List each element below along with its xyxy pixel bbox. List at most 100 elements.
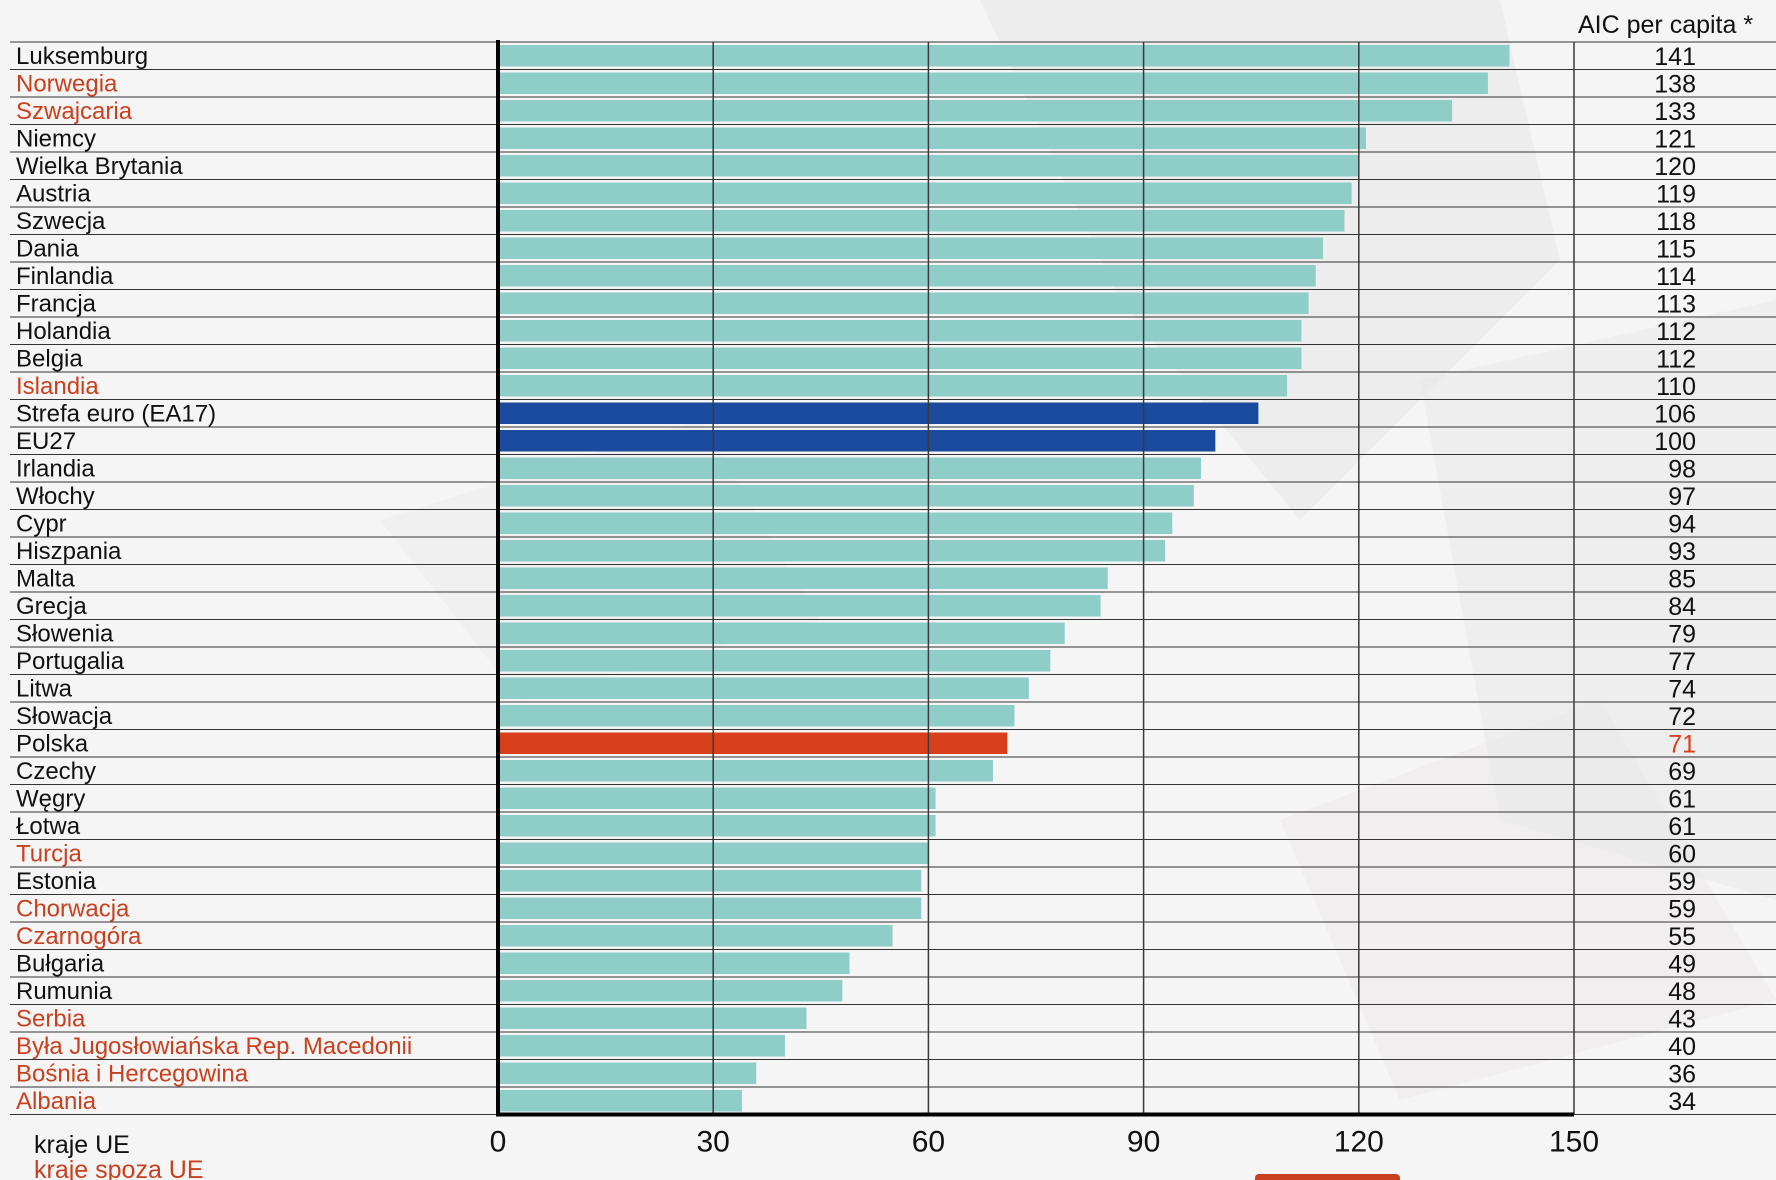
value-label: 141 (1654, 43, 1696, 71)
category-label: Strefa euro (EA17) (16, 401, 216, 428)
value-label: 85 (1668, 566, 1696, 594)
category-label: Bułgaria (16, 951, 105, 978)
category-label: Słowenia (16, 621, 114, 648)
category-label: Rumunia (16, 978, 113, 1005)
category-label: Niemcy (16, 126, 96, 153)
category-label: Norwegia (16, 71, 118, 98)
value-label: 119 (1656, 181, 1696, 209)
bar (498, 705, 1015, 727)
bar (498, 925, 893, 947)
bar (498, 1007, 807, 1029)
value-label: 60 (1668, 841, 1696, 869)
value-label: 79 (1668, 621, 1696, 649)
x-tick-label: 60 (912, 1126, 945, 1159)
bar (498, 72, 1488, 94)
x-tick-label: 120 (1334, 1126, 1384, 1159)
category-label: Serbia (16, 1006, 86, 1033)
legend-non-eu-label: kraje spoza UE (34, 1156, 204, 1180)
value-label: 106 (1654, 401, 1696, 429)
category-label: Belgia (16, 346, 83, 373)
category-label: Szwecja (16, 208, 106, 235)
x-tick-label: 150 (1549, 1126, 1599, 1159)
value-label: 84 (1668, 593, 1696, 621)
bar (498, 952, 850, 974)
value-label: 36 (1668, 1061, 1696, 1089)
bar (498, 677, 1029, 699)
category-label: Malta (16, 566, 75, 593)
value-label: 121 (1654, 126, 1696, 154)
bar (498, 457, 1201, 479)
category-label: Wielka Brytania (16, 153, 183, 180)
bar (498, 567, 1108, 589)
value-label: 114 (1656, 263, 1696, 291)
value-labels: 1411381331211201191181151141131121121101… (1654, 43, 1696, 1116)
value-label: 98 (1668, 456, 1696, 484)
category-label: Łotwa (16, 813, 81, 840)
bottom-red-tab (1255, 1174, 1400, 1180)
bar (498, 347, 1302, 369)
category-label: Estonia (16, 868, 97, 895)
legend-eu-label: kraje UE (34, 1131, 130, 1159)
value-label: 113 (1656, 291, 1696, 319)
category-label: Finlandia (16, 263, 114, 290)
category-label: Słowacja (16, 703, 113, 730)
gridlines (712, 42, 1575, 1115)
value-label: 110 (1656, 373, 1696, 401)
value-label: 133 (1654, 98, 1696, 126)
category-label: Luksemburg (16, 43, 148, 70)
value-label: 100 (1654, 428, 1696, 456)
value-label: 69 (1668, 758, 1696, 786)
value-label: 43 (1668, 1006, 1696, 1034)
value-label: 59 (1668, 868, 1696, 896)
bar (498, 127, 1366, 149)
category-label: Portugalia (16, 648, 125, 675)
value-label: 55 (1668, 923, 1696, 951)
bar (498, 265, 1316, 287)
bar (498, 622, 1065, 644)
value-label: 97 (1668, 483, 1696, 511)
value-label: 77 (1668, 648, 1696, 676)
value-label: 115 (1656, 236, 1696, 264)
value-label: 138 (1654, 71, 1696, 99)
category-label: Irlandia (16, 456, 95, 483)
bar (498, 650, 1051, 672)
value-label: 34 (1668, 1088, 1696, 1116)
category-label: Turcja (16, 841, 82, 868)
value-label: 72 (1668, 703, 1696, 731)
bar (498, 237, 1323, 259)
bar (498, 375, 1288, 397)
bar (498, 760, 993, 782)
category-label: Grecja (16, 593, 87, 620)
value-label: 93 (1668, 538, 1696, 566)
category-label: Dania (16, 236, 79, 263)
bar (498, 210, 1345, 232)
bar (498, 815, 936, 837)
x-tick-label: 90 (1127, 1126, 1160, 1159)
legend: kraje UE kraje spoza UE (34, 1131, 204, 1180)
value-label: 49 (1668, 951, 1696, 979)
bar (498, 595, 1101, 617)
bar (498, 1035, 785, 1057)
bar (498, 540, 1166, 562)
value-label: 48 (1668, 978, 1696, 1006)
category-label: Francja (16, 291, 97, 318)
bar (498, 1090, 742, 1112)
value-label: 112 (1656, 346, 1696, 374)
category-label: Szwajcaria (16, 98, 133, 125)
category-label: Czarnogóra (16, 923, 142, 950)
value-label: 112 (1656, 318, 1696, 346)
bar (498, 182, 1352, 204)
category-label: Islandia (16, 373, 99, 400)
category-label: Cypr (16, 511, 67, 538)
category-label: Hiszpania (16, 538, 122, 565)
value-label: 94 (1668, 511, 1696, 539)
bar (498, 512, 1173, 534)
category-label: EU27 (16, 428, 76, 455)
value-label: 74 (1668, 676, 1696, 704)
bar (498, 870, 922, 892)
category-label: Czechy (16, 758, 96, 785)
category-label: Litwa (16, 676, 73, 703)
bar (498, 485, 1194, 507)
category-label: Bośnia i Hercegowina (16, 1061, 249, 1088)
